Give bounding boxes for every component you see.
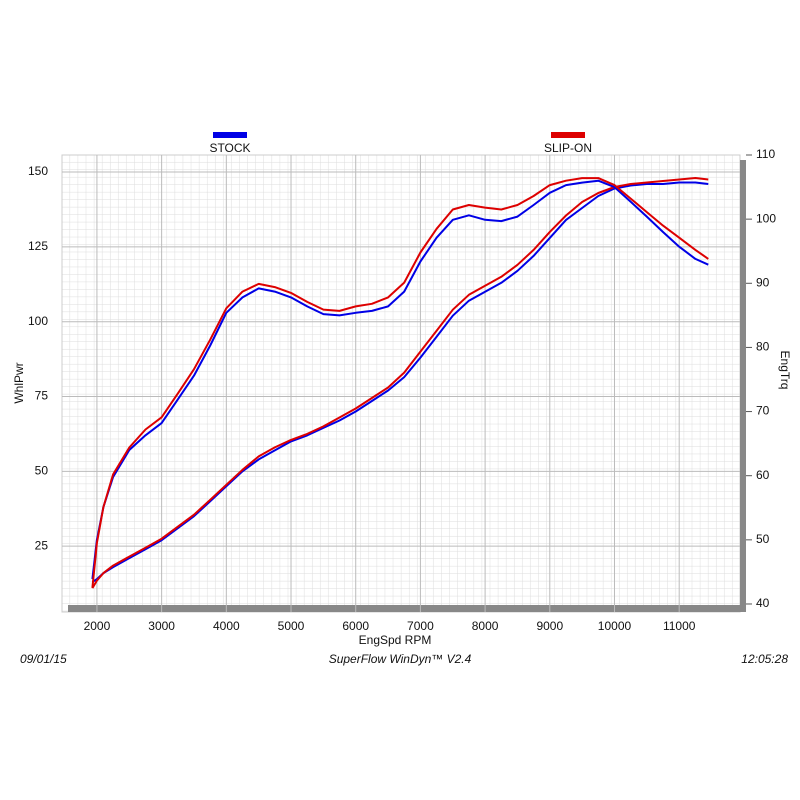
x-tick-label: 11000	[663, 619, 696, 633]
y2-tick-label: 90	[756, 275, 770, 289]
x-tick-label: 10000	[598, 619, 632, 633]
footer-date: 09/01/15	[20, 652, 67, 666]
x-tick-label: 3000	[148, 619, 175, 633]
y-tick-label: 100	[28, 314, 48, 328]
legend-swatch	[213, 132, 247, 138]
series-line	[91, 179, 709, 580]
y-tick-label: 125	[28, 239, 48, 253]
axis-bar	[740, 160, 746, 612]
axis-bar	[68, 605, 746, 612]
x-tick-label: 8000	[472, 619, 499, 633]
footer-title: SuperFlow WinDyn™ V2.4	[329, 652, 472, 666]
series-line	[91, 177, 709, 589]
y2-tick-label: 50	[756, 532, 770, 546]
y2-tick-label: 80	[756, 340, 770, 354]
x-tick-label: 5000	[278, 619, 305, 633]
x-tick-label: 7000	[407, 619, 434, 633]
x-tick-label: 6000	[342, 619, 369, 633]
x-tick-label: 4000	[213, 619, 240, 633]
y2-tick-label: 110	[756, 147, 775, 161]
y2-tick-label: 100	[756, 211, 776, 225]
x-tick-label: 2000	[84, 619, 111, 633]
y-tick-label: 25	[35, 538, 49, 552]
footer-time: 12:05:28	[741, 652, 788, 666]
legend-label: SLIP-ON	[544, 141, 592, 155]
y2-tick-label: 70	[756, 404, 770, 418]
y-axis-label: WhlPwr	[12, 362, 26, 403]
y-tick-label: 75	[35, 389, 49, 403]
legend-label: STOCK	[209, 141, 250, 155]
legend-swatch	[551, 132, 585, 138]
x-axis-label: EngSpd RPM	[359, 633, 432, 647]
series-line	[91, 181, 709, 583]
y-tick-label: 150	[28, 164, 48, 178]
y2-tick-label: 40	[756, 596, 770, 610]
series-line	[91, 177, 709, 588]
y-tick-label: 50	[35, 464, 49, 478]
y2-tick-label: 60	[756, 468, 770, 482]
x-tick-label: 9000	[536, 619, 563, 633]
plot-area	[61, 154, 741, 613]
y2-axis-label: EngTrq	[778, 351, 792, 390]
